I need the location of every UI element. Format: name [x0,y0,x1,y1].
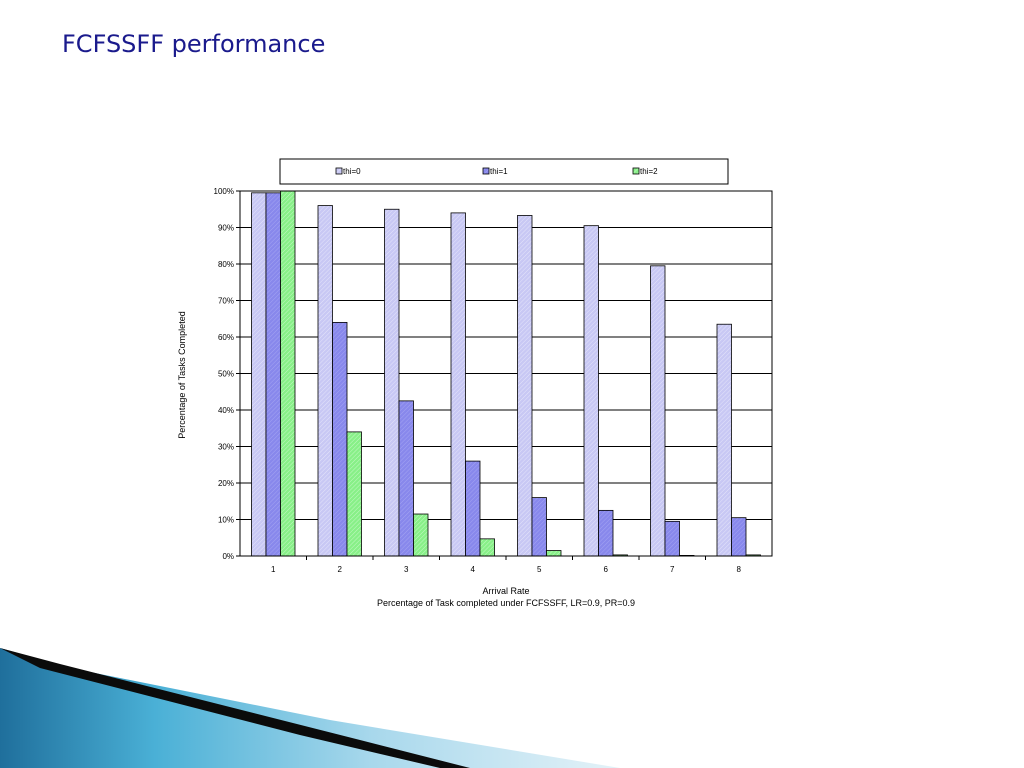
legend-swatch [482,167,490,175]
y-tick-label: 100% [214,187,234,196]
y-axis: 0% 10% 20% 30% 40% 50% 60% 70% 80% 90% 100% [214,187,240,561]
legend-label: thi=2 [640,167,658,176]
legend: thi=0 thi=1 thi=2 [279,158,729,185]
x-tick-label: 1 [271,565,276,574]
x-tick-label: 8 [737,565,742,574]
slide-title: FCFSSFF performance [62,30,326,58]
x-tick-label: 3 [404,565,409,574]
legend-box [279,158,729,185]
legend-label: thi=1 [490,167,508,176]
x-tick-label: 5 [537,565,542,574]
y-axis-label: Percentage of Tasks Completed [177,311,187,438]
y-tick-label: 90% [218,224,234,233]
chart-caption: Percentage of Task completed under FCFSS… [377,598,635,608]
x-tick-label: 6 [604,565,609,574]
x-axis-label: Arrival Rate [482,586,529,596]
y-tick-label: 10% [218,516,234,525]
y-tick-label: 40% [218,406,234,415]
legend-swatch [632,167,640,175]
y-tick-label: 50% [218,370,234,379]
bars [251,190,761,557]
legend-label: thi=0 [343,167,361,176]
x-axis: 1 2 3 4 5 6 7 8 [271,556,742,574]
y-tick-label: 30% [218,443,234,452]
y-tick-label: 70% [218,297,234,306]
x-tick-label: 2 [338,565,343,574]
y-tick-label: 80% [218,260,234,269]
x-tick-label: 7 [670,565,675,574]
legend-swatch [335,167,343,175]
x-tick-label: 4 [471,565,476,574]
y-tick-label: 60% [218,333,234,342]
y-tick-label: 20% [218,479,234,488]
y-tick-label: 0% [222,552,234,561]
